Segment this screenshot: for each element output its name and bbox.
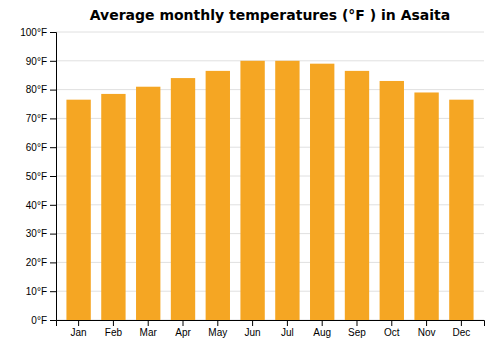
- bar: [171, 78, 195, 320]
- x-tick-mark: [426, 320, 427, 326]
- x-tick-mark: [148, 320, 149, 326]
- bar: [101, 94, 125, 320]
- bar: [414, 92, 438, 320]
- y-tick-label: 40°F: [26, 200, 47, 211]
- y-tick: 40°F: [26, 200, 56, 211]
- y-axis: 0°F 10°F 20°F 30°F 40°F 50°F 60°F 70°F 80°F 90°F 1…: [20, 27, 56, 326]
- x-tick: Jul: [281, 320, 294, 338]
- y-tick-label: 60°F: [26, 142, 47, 153]
- y-tick: 20°F: [26, 257, 56, 268]
- x-tick-mark: [183, 320, 184, 326]
- y-tick-mark: [50, 147, 56, 148]
- y-tick-label: 50°F: [26, 171, 47, 182]
- x-tick: Feb: [105, 320, 123, 338]
- x-tick-mark: [391, 320, 392, 326]
- y-tick-mark: [50, 291, 56, 292]
- y-tick: 0°F: [31, 315, 56, 326]
- plot-area: 0°F 10°F 20°F 30°F 40°F 50°F 60°F 70°F 80°F 90°F 1…: [20, 27, 484, 338]
- x-tick-mark: [217, 320, 218, 326]
- bar: [206, 71, 230, 320]
- x-tick: May: [208, 320, 227, 338]
- y-tick: 50°F: [26, 171, 56, 182]
- y-tick: 80°F: [26, 84, 56, 95]
- grid-line: [56, 89, 484, 90]
- y-tick: 10°F: [26, 286, 56, 297]
- y-tick-label: 70°F: [26, 113, 47, 124]
- x-tick-mark: [252, 320, 253, 326]
- x-tick: Aug: [313, 320, 331, 338]
- chart-container: 0°F 10°F 20°F 30°F 40°F 50°F 60°F 70°F 80°F 90°F 1…: [0, 0, 500, 350]
- bar: [310, 64, 334, 320]
- y-tick-mark: [50, 90, 56, 91]
- y-tick-label: 100°F: [20, 27, 47, 38]
- x-tick-label: Aug: [313, 327, 331, 338]
- bar: [240, 61, 264, 320]
- x-axis-line: [57, 321, 485, 327]
- y-tick: 60°F: [26, 142, 56, 153]
- x-tick: Jun: [245, 320, 261, 338]
- y-tick-label: 80°F: [26, 84, 47, 95]
- x-tick: Apr: [175, 320, 191, 338]
- x-tick-label: Jun: [245, 327, 261, 338]
- chart-svg: 0°F 10°F 20°F 30°F 40°F 50°F 60°F 70°F 80°F 90°F 1…: [0, 0, 500, 350]
- bar: [449, 100, 473, 320]
- x-tick-label: Jan: [71, 327, 87, 338]
- x-tick-label: Oct: [384, 327, 400, 338]
- x-tick-label: Jul: [281, 327, 294, 338]
- bar: [66, 100, 90, 320]
- y-tick-label: 90°F: [26, 56, 47, 67]
- bar: [345, 71, 369, 320]
- bar: [380, 81, 404, 320]
- y-tick-label: 0°F: [31, 315, 47, 326]
- bar: [275, 61, 299, 320]
- x-tick: Dec: [452, 320, 470, 338]
- x-tick-mark: [322, 320, 323, 326]
- y-tick: 90°F: [26, 56, 56, 67]
- x-tick-label: Feb: [105, 327, 123, 338]
- y-tick-mark: [50, 32, 56, 33]
- x-tick-mark: [461, 320, 462, 326]
- bars: [66, 61, 473, 320]
- x-tick: Nov: [418, 320, 436, 338]
- y-tick: 70°F: [26, 113, 56, 124]
- x-axis: Jan Feb Mar Apr May Jun Jul Aug Sep Oct Nov Dec: [57, 320, 485, 338]
- y-tick-mark: [50, 205, 56, 206]
- x-tick-label: Nov: [418, 327, 436, 338]
- y-tick: 30°F: [26, 228, 56, 239]
- y-tick: 100°F: [20, 27, 56, 38]
- x-tick: Oct: [384, 320, 400, 338]
- y-tick-mark: [50, 176, 56, 177]
- y-tick-mark: [50, 118, 56, 119]
- x-tick-mark: [287, 320, 288, 326]
- x-tick-label: Apr: [175, 327, 191, 338]
- x-tick-label: Mar: [140, 327, 158, 338]
- grid-line: [56, 32, 484, 33]
- y-tick-label: 10°F: [26, 286, 47, 297]
- x-tick: Jan: [71, 320, 87, 338]
- y-tick-mark: [50, 234, 56, 235]
- y-tick-label: 30°F: [26, 228, 47, 239]
- x-tick-label: Dec: [452, 327, 470, 338]
- x-tick-label: May: [208, 327, 227, 338]
- y-tick-mark: [50, 262, 56, 263]
- x-tick: Mar: [140, 320, 158, 338]
- x-tick-mark: [113, 320, 114, 326]
- bar: [136, 87, 160, 320]
- grid: [56, 32, 484, 320]
- x-tick: Sep: [348, 320, 366, 338]
- y-tick-mark: [50, 320, 56, 321]
- title: Average monthly temperatures (°F ) in As…: [90, 7, 451, 23]
- x-tick-mark: [78, 320, 79, 326]
- y-tick-label: 20°F: [26, 257, 47, 268]
- x-tick-label: Sep: [348, 327, 366, 338]
- y-axis-line: [50, 33, 57, 321]
- y-tick-mark: [50, 61, 56, 62]
- grid-line: [56, 60, 484, 61]
- x-tick-mark: [356, 320, 357, 326]
